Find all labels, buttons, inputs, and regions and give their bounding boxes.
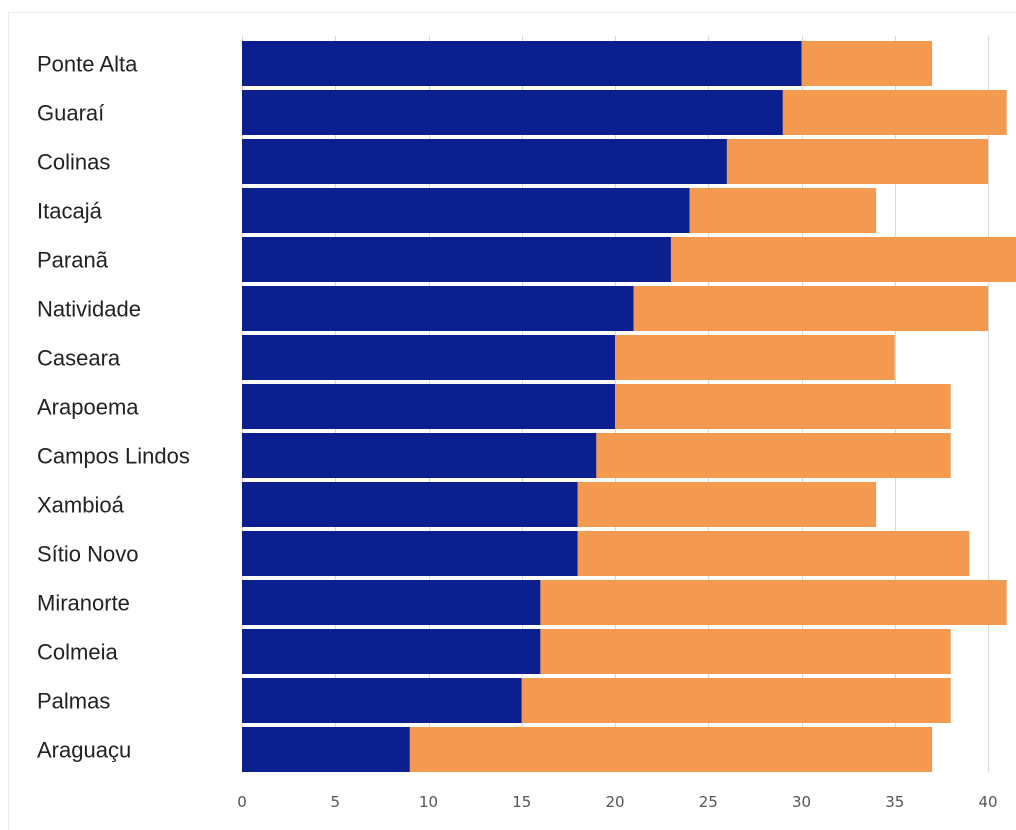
category-labels: Ponte Alta Guaraí Colinas Itacajá Paranã Nati… — [37, 52, 190, 763]
bar-series-2 — [615, 335, 895, 380]
bar-series-2 — [409, 727, 933, 772]
bar-series-1 — [242, 286, 634, 331]
bar-series-2 — [726, 139, 989, 184]
bar-series-1 — [242, 139, 727, 184]
bar-series-2 — [596, 433, 951, 478]
category-label: Miranorte — [37, 591, 130, 616]
bar-series-2 — [670, 237, 1016, 282]
bar-series-1 — [242, 629, 541, 674]
x-tick-label: 30 — [792, 793, 811, 811]
category-label: Natividade — [37, 297, 141, 322]
bar-series-2 — [540, 629, 951, 674]
category-label: Guaraí — [37, 101, 104, 126]
x-tick-label: 0 — [237, 793, 247, 811]
bar-series-2 — [540, 580, 1007, 625]
x-tick-label: 25 — [699, 793, 718, 811]
category-label: Campos Lindos — [37, 444, 190, 469]
bar-series-1 — [242, 678, 522, 723]
category-label: Caseara — [37, 346, 121, 371]
bar-series-2 — [633, 286, 989, 331]
bar-series-1 — [242, 90, 783, 135]
category-label: Ponte Alta — [37, 52, 138, 77]
category-label: Xambioá — [37, 493, 125, 518]
x-axis-ticks: 0 5 10 15 20 25 30 35 40 — [237, 793, 997, 811]
category-label: Colinas — [37, 150, 110, 175]
category-label: Sítio Novo — [37, 542, 139, 567]
bar-series-2 — [615, 384, 951, 429]
category-label: Itacajá — [37, 199, 103, 224]
bar-series-1 — [242, 384, 616, 429]
category-label: Colmeia — [37, 640, 118, 665]
x-tick-label: 15 — [512, 793, 531, 811]
bar-series-1 — [242, 433, 597, 478]
bar-series-2 — [801, 41, 933, 86]
bar-series-1 — [242, 41, 802, 86]
category-label: Arapoema — [37, 395, 139, 420]
bar-series-1 — [242, 482, 578, 527]
category-label: Araguaçu — [37, 738, 131, 763]
x-tick-label: 20 — [605, 793, 624, 811]
bar-series-1 — [242, 188, 690, 233]
bar-series-1 — [242, 580, 541, 625]
category-label: Paranã — [37, 248, 109, 273]
bar-series-2 — [521, 678, 951, 723]
bar-series-1 — [242, 727, 410, 772]
bar-series-1 — [242, 335, 616, 380]
bar-series-2 — [577, 482, 877, 527]
x-tick-label: 40 — [978, 793, 997, 811]
bar-series-2 — [782, 90, 1007, 135]
bar-series-2 — [577, 531, 970, 576]
bar-layer — [242, 41, 1016, 772]
category-label: Palmas — [37, 689, 110, 714]
bar-series-1 — [242, 237, 671, 282]
chart-frame — [8, 12, 1016, 830]
x-tick-label: 5 — [330, 793, 340, 811]
bar-series-2 — [689, 188, 877, 233]
x-tick-label: 10 — [419, 793, 438, 811]
x-tick-label: 35 — [885, 793, 904, 811]
bar-series-1 — [242, 531, 578, 576]
